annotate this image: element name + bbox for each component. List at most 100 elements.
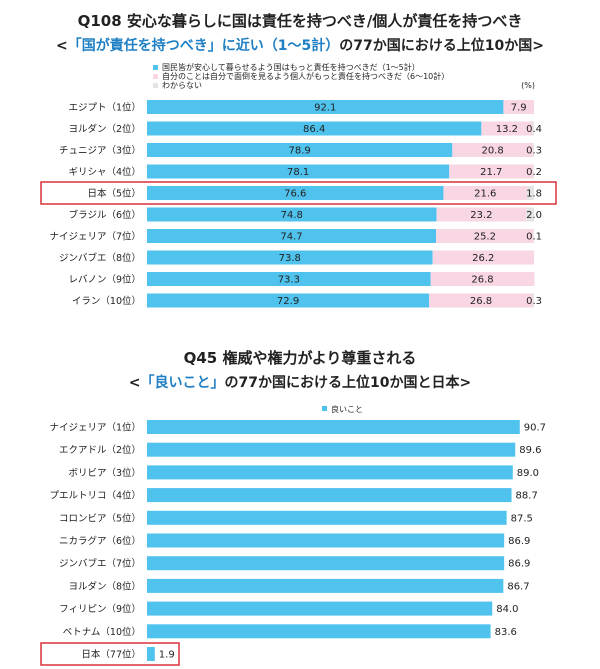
chart-q108-bar-segment-1 <box>432 250 534 265</box>
chart-q45-bar <box>147 533 505 548</box>
chart-q108-bar-segment-2 <box>532 143 534 157</box>
chart-q108-data-label: 78.9 <box>289 146 311 157</box>
chart-q108-bar-segment-1 <box>503 100 534 114</box>
chart-q108-category-label: ヨルダン（2位） <box>68 123 141 135</box>
chart-q45-subtitle-open: < <box>129 375 141 391</box>
chart-q108-subtitle-rest: の77か国における上位10か国 <box>339 37 532 54</box>
chart-q45-bar <box>147 488 512 503</box>
chart-q108-bar-segment-0 <box>147 229 437 243</box>
chart-q45-data-label: 88.7 <box>516 491 538 502</box>
chart-q45-bar <box>147 465 513 480</box>
chart-q108-data-label: 2.0 <box>526 210 542 221</box>
chart-q45-data-label: 86.7 <box>507 581 529 592</box>
chart-q45-bar <box>147 601 493 616</box>
chart-q108-bar-segment-2 <box>533 164 534 179</box>
chart-q108-bar-segment-1 <box>436 229 534 243</box>
chart-q45-data-label: 84.0 <box>496 604 518 615</box>
chart-q108-data-label: 92.1 <box>314 103 336 114</box>
chart-q45-data-label: 1.9 <box>159 650 175 661</box>
chart-q45-bar <box>147 578 504 593</box>
chart-q108-legend: 国民皆が安心して暮らせるよう国はもっと責任を持つべきだ（1～5計）自分のことは自… <box>153 62 449 90</box>
chart-q108-bar-segment-1 <box>449 164 534 179</box>
chart-q45-data-label: 89.0 <box>517 468 539 479</box>
chart-q108-bar-segment-0 <box>147 143 453 157</box>
chart-q45-data-label: 90.7 <box>524 423 546 434</box>
chart-q108-category-label: ギリシャ（4位） <box>68 166 141 178</box>
chart-q108-category-label: ブラジル（6位） <box>69 209 141 221</box>
chart-q108-data-label: 25.2 <box>474 232 496 243</box>
chart-q108-legend-label-0: 国民皆が安心して暮らせるよう国はもっと責任を持つべきだ（1～5計） <box>162 62 420 72</box>
chart-q45-category-label: コロンビア（5位） <box>59 512 141 524</box>
chart-q108-bar-segment-0 <box>147 121 482 136</box>
chart-q108-data-label: 73.8 <box>279 253 301 264</box>
chart-q45-subtitle-rest: の77か国における上位10か国と日本 <box>225 374 461 391</box>
chart-q45-data-label: 89.6 <box>519 445 541 456</box>
chart-q108-legend-label-2: わからない <box>162 81 202 90</box>
chart-q108-data-label: 20.8 <box>481 146 503 157</box>
chart-q45-category-label: エクアドル（2位） <box>59 444 141 456</box>
chart-q108-subtitle: <「国が責任を持つべき」に近い（1～5計）の77か国における上位10か国> <box>56 37 544 54</box>
chart-q108-data-label: 26.8 <box>470 296 492 307</box>
chart-q45-data-label: 83.6 <box>495 627 517 638</box>
chart-q108-data-label: 0.3 <box>526 146 542 157</box>
chart-q45-data-label: 86.9 <box>508 559 530 570</box>
chart-q108-data-label: 86.4 <box>303 124 325 135</box>
chart-q108-data-label: 0.1 <box>526 232 542 243</box>
chart-q108-data-labels: 92.1 7.9 86.4 13.2 0.4 78.9 20.8 0.3 78.1 21.7 0.2… <box>277 103 542 308</box>
chart-q108-data-label: 74.8 <box>281 210 303 221</box>
chart-q108-bar-segment-0 <box>147 100 504 114</box>
chart-q108-bar-segment-0 <box>147 250 433 265</box>
chart-q108-bar-segment-1 <box>452 143 533 157</box>
chart-q108-legend-swatch-1 <box>153 74 158 79</box>
chart-q108-legend-swatch-2 <box>153 83 158 88</box>
chart-q108-bar-segment-2 <box>532 121 534 136</box>
chart-q108-bar-segment-0 <box>147 164 450 179</box>
chart-q45-category-label: フィリピン（9位） <box>59 603 141 615</box>
chart-q108-data-label: 73.3 <box>278 275 300 286</box>
chart-q108-bar-segment-2 <box>532 293 534 308</box>
chart-q108-data-label: 21.7 <box>480 167 502 178</box>
chart-q45-category-label: ニカラグア（6位） <box>59 535 141 547</box>
chart-q108-bar-segment-2 <box>527 186 534 200</box>
chart-q45-data-labels: 90.7 89.6 89.0 88.7 87.5 86.9 86.9 86.7 84.0 83.6… <box>159 423 546 661</box>
chart-q45-bar <box>147 510 507 525</box>
chart-q108-category-label: ジンバブエ（8位） <box>59 252 141 264</box>
chart-q45-legend-swatch-0 <box>322 406 327 411</box>
chart-q108-bar-segment-1 <box>436 207 527 222</box>
chart-q45-category-label: ベトナム（10位） <box>63 626 141 638</box>
chart-q108-category-label: イラン（10位） <box>72 295 141 307</box>
chart-q108-bars <box>147 100 535 308</box>
chart-q45-bar <box>147 624 491 639</box>
chart-q108: Q108 安心な暮らしに国は責任を持つべき/個人が責任を持つべき <「国が責任を… <box>40 12 557 308</box>
chart-q45-legend-label-0: 良いこと <box>331 404 363 414</box>
chart-q45-title: Q45 権威や権力がより尊重される <box>184 349 417 367</box>
chart-q108-bar-segment-0 <box>147 207 437 222</box>
chart-q108-highlight-box <box>40 181 557 205</box>
chart-q45-category-label: プエルトリコ（4位） <box>49 490 141 502</box>
chart-q45-category-label: ジンバブエ（7位） <box>59 558 141 570</box>
chart-q108-subtitle-close: > <box>532 38 544 54</box>
chart-q45-subtitle-close: > <box>459 375 471 391</box>
chart-q108-legend-swatch-0 <box>153 65 158 70</box>
chart-q45-bar <box>147 647 155 661</box>
chart-q108-data-label: 13.2 <box>496 124 518 135</box>
chart-q108-category-label: 日本（5位） <box>87 188 141 200</box>
chart-q108-unit-label: (%) <box>521 81 535 90</box>
chart-q108-legend-label-1: 自分のことは自分で面倒を見るよう個人がもっと責任を持つべきだ（6～10計） <box>162 71 449 81</box>
chart-q45-category-label: ヨルダン（8位） <box>68 580 141 592</box>
chart-q108-title: Q108 安心な暮らしに国は責任を持つべき/個人が責任を持つべき <box>78 12 523 30</box>
chart-q108-data-label: 26.2 <box>472 253 494 264</box>
chart-q45-subtitle-highlight: 「良いこと」 <box>141 374 225 391</box>
chart-q108-data-label: 76.6 <box>284 189 306 200</box>
chart-q108-bar-segment-1 <box>430 272 535 286</box>
chart-q108-category-label: エジプト（1位） <box>68 102 141 114</box>
chart-q108-categories: エジプト（1位） ヨルダン（2位） チュニジア（3位） ギリシャ（4位） 日本（5位） ブ… <box>49 102 141 308</box>
chart-q108-bar-segment-0 <box>147 272 431 286</box>
chart-q45-bar <box>147 442 516 457</box>
chart-q108-bar-segment-1 <box>443 186 528 200</box>
chart-q45-category-label: ボリビア（3位） <box>68 467 141 479</box>
chart-q108-data-label: 0.2 <box>526 167 542 178</box>
chart-q108-data-label: 23.2 <box>470 210 492 221</box>
chart-q45: Q45 権威や権力がより尊重される <「良いこと」の77か国における上位10か国… <box>40 349 546 666</box>
